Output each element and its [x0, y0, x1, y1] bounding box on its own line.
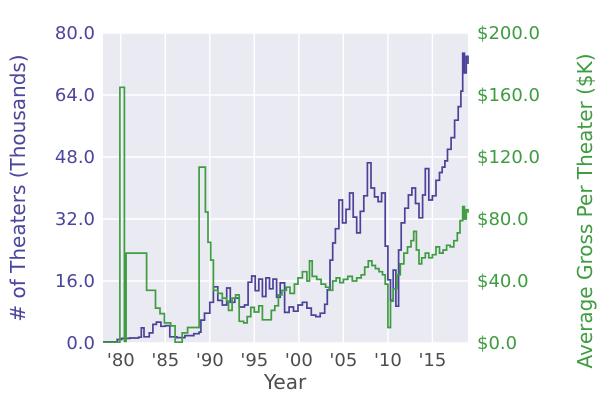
plot-area	[103, 33, 468, 343]
right-tick-label: $160.0	[477, 85, 540, 106]
x-tick-label: '90	[196, 350, 224, 371]
x-tick-label: '85	[151, 350, 179, 371]
theaters-line	[103, 52, 469, 343]
right-tick-label: $0.0	[477, 333, 517, 354]
left-axis-title: # of Theaters (Thousands)	[6, 54, 30, 322]
left-tick-label: 32.0	[55, 209, 95, 230]
right-tick-label: $80.0	[477, 209, 529, 230]
right-tick-label: $200.0	[477, 23, 540, 44]
x-axis-title: Year	[263, 370, 307, 394]
right-tick-label: $40.0	[477, 271, 529, 292]
x-tick-label: '05	[329, 350, 357, 371]
x-tick-label: '00	[285, 350, 313, 371]
x-tick-label: '10	[374, 350, 402, 371]
left-tick-label: 0.0	[66, 333, 95, 354]
left-tick-label: 64.0	[55, 85, 95, 106]
right-axis-title: Average Gross Per Theater ($K)	[573, 53, 597, 369]
avg-gross-line	[103, 86, 469, 344]
left-tick-label: 80.0	[55, 23, 95, 44]
left-tick-label: 16.0	[55, 271, 95, 292]
x-tick-label: '80	[107, 350, 135, 371]
x-tick-label: '95	[240, 350, 268, 371]
x-tick-label: '15	[418, 350, 446, 371]
right-tick-label: $120.0	[477, 147, 540, 168]
left-tick-label: 48.0	[55, 147, 95, 168]
